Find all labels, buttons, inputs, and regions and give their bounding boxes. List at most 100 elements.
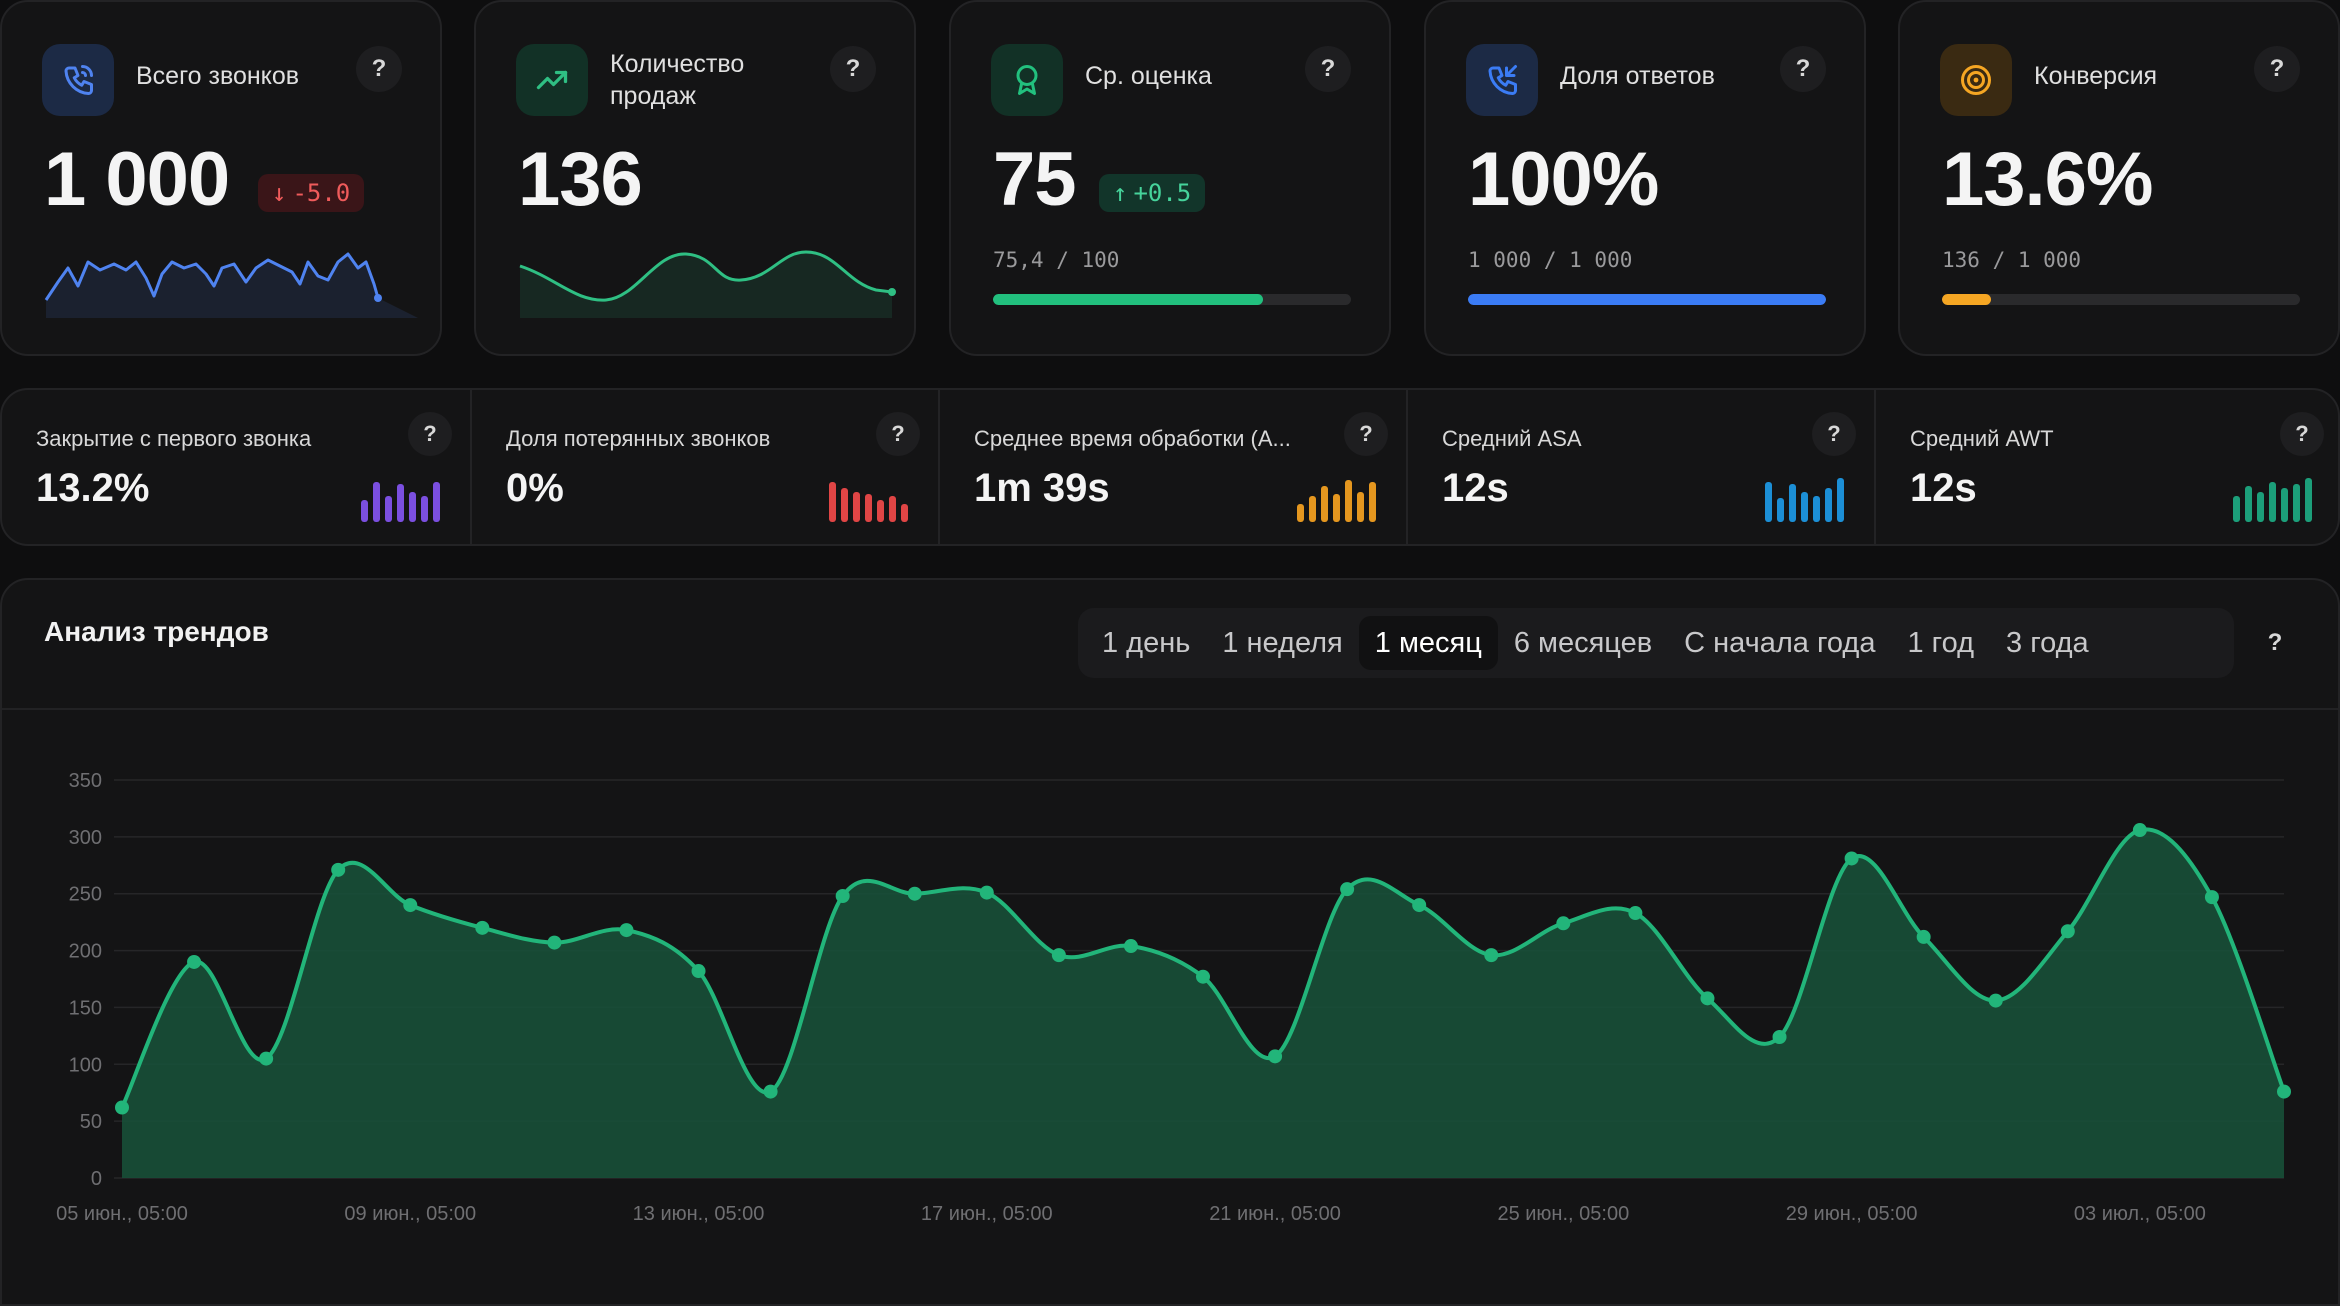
kpi-help-button[interactable]: ? bbox=[1305, 46, 1351, 92]
kpi-help-button[interactable]: ? bbox=[356, 46, 402, 92]
metric-label: Среднее время обработки (A... bbox=[974, 426, 1291, 451]
mini-bar bbox=[1801, 492, 1808, 522]
arrow-up-icon: ↑ bbox=[1113, 179, 1128, 207]
metric-label: Доля потерянных звонков bbox=[506, 426, 771, 451]
range-button[interactable]: 1 день bbox=[1102, 626, 1191, 659]
data-point[interactable] bbox=[2132, 823, 2147, 838]
data-point[interactable] bbox=[979, 885, 994, 900]
kpi-ratio: 136 / 1 000 bbox=[1942, 248, 2082, 272]
data-point[interactable] bbox=[331, 862, 346, 877]
mini-bar bbox=[1813, 496, 1820, 522]
divider bbox=[2, 708, 2338, 710]
data-point[interactable] bbox=[1556, 916, 1571, 931]
mini-bar bbox=[2293, 484, 2300, 522]
data-point[interactable] bbox=[259, 1051, 274, 1066]
metric-help-button[interactable]: ? bbox=[1344, 412, 1388, 456]
data-point[interactable] bbox=[547, 935, 562, 950]
data-point[interactable] bbox=[1196, 969, 1210, 984]
metric-help-button[interactable]: ? bbox=[408, 412, 452, 456]
metric-card: Доля потерянных звонков 0% ? bbox=[470, 390, 938, 544]
data-point[interactable] bbox=[1412, 898, 1427, 913]
metric-label: Закрытие с первого звонка bbox=[36, 426, 312, 451]
mini-bar bbox=[1309, 496, 1316, 522]
metric-help-button[interactable]: ? bbox=[876, 412, 920, 456]
mini-bar bbox=[865, 494, 872, 522]
x-tick-label: 17 июн., 05:00 bbox=[921, 1203, 1053, 1225]
trending-up-icon bbox=[516, 44, 588, 116]
metric-help-button[interactable]: ? bbox=[2280, 412, 2324, 456]
series-line bbox=[120, 827, 2286, 1109]
mini-bar bbox=[2257, 492, 2264, 522]
data-point[interactable] bbox=[403, 898, 418, 913]
trend-panel: Анализ трендов 1 день 1 неделя 1 месяц 6 ме… bbox=[0, 578, 2340, 1306]
data-point[interactable] bbox=[907, 886, 922, 901]
metric-card: Средний AWT 12s ? bbox=[1874, 390, 2340, 544]
trend-title: Анализ трендов bbox=[44, 616, 269, 647]
mini-bar bbox=[829, 482, 836, 522]
range-button[interactable]: 6 месяцев bbox=[1513, 626, 1653, 659]
data-point[interactable] bbox=[1916, 929, 1931, 944]
y-tick-label: 100 bbox=[69, 1054, 102, 1076]
mini-bar bbox=[421, 496, 428, 522]
data-point[interactable] bbox=[763, 1084, 778, 1099]
mini-bar bbox=[1789, 484, 1796, 522]
metric-value: 1m 39s bbox=[974, 466, 1110, 510]
x-tick-label: 03 июл., 05:00 bbox=[2074, 1203, 2206, 1225]
range-button[interactable]: 1 месяц bbox=[1358, 616, 1498, 670]
metric-value: 13.2% bbox=[36, 466, 150, 510]
data-point[interactable] bbox=[1988, 993, 2003, 1008]
kpi-ratio: 75,4 / 100 bbox=[993, 248, 1120, 272]
data-point[interactable] bbox=[2204, 890, 2219, 905]
metric-label: Средний ASA bbox=[1442, 426, 1582, 451]
trend-help-button[interactable]: ? bbox=[2267, 629, 2283, 656]
data-point[interactable] bbox=[1340, 882, 1355, 897]
data-point[interactable] bbox=[1484, 948, 1499, 963]
y-tick-label: 0 bbox=[91, 1168, 102, 1190]
y-tick-label: 250 bbox=[69, 884, 102, 906]
data-point[interactable] bbox=[1051, 948, 1066, 963]
mini-bar bbox=[2233, 496, 2240, 522]
kpi-title: Ср. оценка bbox=[1085, 62, 1212, 90]
metric-card: Средний ASA 12s ? bbox=[1406, 390, 1874, 544]
metric-help-button[interactable]: ? bbox=[1812, 412, 1856, 456]
range-button[interactable]: С начала года bbox=[1684, 626, 1876, 659]
data-point[interactable] bbox=[1844, 851, 1859, 866]
kpi-help-button[interactable]: ? bbox=[830, 46, 876, 92]
data-point[interactable] bbox=[475, 920, 490, 935]
metric-value: 12s bbox=[1442, 466, 1509, 510]
data-point[interactable] bbox=[187, 954, 202, 969]
range-button[interactable]: 3 года bbox=[2006, 626, 2089, 659]
kpi-help-button[interactable]: ? bbox=[1780, 46, 1826, 92]
mini-bar bbox=[889, 496, 896, 522]
data-point[interactable] bbox=[2277, 1084, 2291, 1099]
mini-bar bbox=[1345, 480, 1352, 522]
kpi-value: 75 bbox=[993, 137, 1077, 222]
data-point[interactable] bbox=[115, 1100, 129, 1115]
kpi-progress-fill bbox=[1468, 294, 1826, 305]
range-button[interactable]: 1 неделя bbox=[1222, 626, 1343, 659]
target-icon bbox=[1940, 44, 2012, 116]
kpi-title: Всего звонков bbox=[136, 62, 300, 90]
data-point[interactable] bbox=[1123, 939, 1138, 954]
data-point[interactable] bbox=[691, 964, 706, 979]
mini-bar bbox=[385, 496, 392, 522]
kpi-help-button[interactable]: ? bbox=[2254, 46, 2300, 92]
mini-bar bbox=[1825, 488, 1832, 522]
data-point[interactable] bbox=[1772, 1029, 1787, 1044]
x-tick-label: 09 июн., 05:00 bbox=[344, 1203, 476, 1225]
range-button[interactable]: 1 год bbox=[1907, 626, 1975, 659]
phone-incoming-icon bbox=[1466, 44, 1538, 116]
data-point[interactable] bbox=[2060, 924, 2075, 939]
mini-bar bbox=[361, 500, 368, 522]
data-point[interactable] bbox=[619, 923, 634, 938]
data-point[interactable] bbox=[1268, 1049, 1283, 1064]
mini-bar-chart bbox=[361, 474, 440, 522]
x-tick-label: 05 июн., 05:00 bbox=[56, 1203, 188, 1225]
data-point[interactable] bbox=[1628, 906, 1643, 921]
data-point[interactable] bbox=[1700, 991, 1715, 1006]
kpi-value: 136 bbox=[518, 137, 643, 222]
mini-bar bbox=[1297, 504, 1304, 522]
mini-bar bbox=[1369, 482, 1376, 522]
mini-bar bbox=[409, 492, 416, 522]
data-point[interactable] bbox=[835, 888, 850, 903]
